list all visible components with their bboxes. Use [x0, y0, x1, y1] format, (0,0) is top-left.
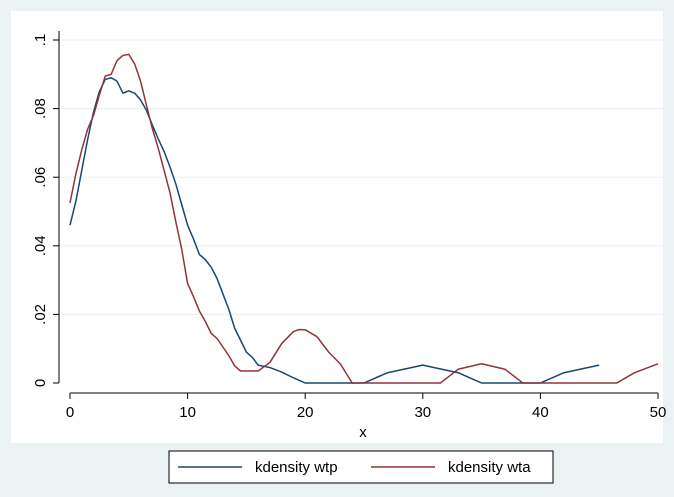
series-line-kdensity-wta: [69, 53, 659, 384]
y-tick-label: .06: [32, 167, 49, 188]
x-axis-title: x: [359, 424, 367, 441]
x-tick-label: 0: [66, 404, 74, 421]
y-tick-label: .08: [32, 98, 49, 119]
axis-layer: 0 .02 .04 .06 .08 .1 0 10 20 30 40 50: [32, 31, 666, 421]
x-tick-label: 50: [650, 404, 667, 421]
y-tick-label: .02: [32, 304, 49, 325]
x-tick-label: 40: [532, 404, 549, 421]
x-tick-label: 20: [297, 404, 314, 421]
legend-label-wta: kdensity wta: [448, 459, 531, 476]
series-line-kdensity-wtp: [69, 76, 600, 384]
y-tick-label: .1: [32, 34, 49, 47]
y-tick-label: 0: [32, 379, 49, 387]
y-tick-label: .04: [32, 235, 49, 256]
x-tick-label: 30: [414, 404, 431, 421]
x-tick-label: 10: [179, 404, 196, 421]
legend-label-wtp: kdensity wtp: [255, 459, 338, 476]
grid-layer: [59, 39, 663, 315]
plot-area: [11, 11, 663, 443]
series-layer: [69, 53, 659, 384]
legend: kdensity wtp kdensity wta: [168, 450, 554, 484]
